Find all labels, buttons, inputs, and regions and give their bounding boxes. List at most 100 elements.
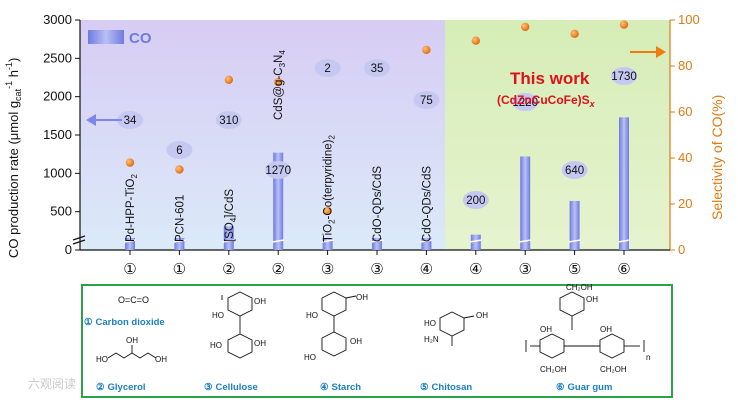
legend: CO [88, 30, 152, 47]
selectivity-point [224, 75, 233, 85]
y2-axis-label: Selectivity of CO(%) [709, 95, 725, 220]
x-tick-label: ① [173, 260, 186, 278]
selectivity-point [570, 29, 579, 38]
y2-tick-label: 80 [678, 58, 692, 73]
y2-tick-label: 20 [678, 196, 692, 211]
x-tick-label: ⑤ [568, 260, 581, 278]
value-label: 35 [371, 63, 384, 75]
svg-text:OH: OH [254, 339, 266, 348]
value-label: 310 [219, 115, 238, 127]
bar-break [420, 239, 433, 243]
value-badge [413, 91, 440, 109]
y-tick-label: 0 [65, 242, 72, 257]
legend-item-cellulose: ③ Cellulose [204, 382, 258, 393]
x-tick-label: ③ [518, 260, 531, 278]
svg-text:OH: OH [476, 311, 488, 320]
svg-text:OH: OH [254, 297, 266, 306]
right-panel-bg [445, 20, 670, 250]
selectivity-point [619, 20, 629, 29]
cellulose-structure [221, 291, 253, 359]
value-label: 34 [124, 115, 137, 127]
legend-item-chitosan: ⑤ Chitosan [420, 382, 472, 393]
right-arrow [630, 46, 666, 58]
value-badge [166, 141, 193, 159]
bar-break [568, 239, 581, 243]
legend-label: CO [129, 30, 152, 47]
bar-category-label: Pd-HPP-TiO2 [125, 174, 139, 242]
value-badge [611, 67, 637, 85]
legend-item-starch: ④ Starch [320, 382, 361, 393]
svg-text:HO: HO [210, 341, 222, 350]
substrate-legend-box: O=C=O ① Carbon dioxide HO OH OH ② Glycerol O… [81, 283, 673, 398]
selectivity-point [521, 22, 530, 32]
bar-break [370, 239, 384, 243]
x-tick-label: ④ [469, 260, 482, 278]
annotation-sub-text: (CdZnCuCoFe)S [497, 93, 590, 107]
selectivity-point [175, 165, 184, 174]
value-badge [364, 59, 390, 77]
svg-text:OH: OH [600, 325, 612, 334]
bar-break [617, 239, 631, 243]
watermark: 六观阅读 [28, 377, 76, 391]
value-label: 1220 [512, 97, 538, 109]
value-label: 1730 [611, 71, 637, 83]
selectivity-point [471, 36, 480, 45]
bar-break [519, 239, 532, 243]
legend-item-carbon-dioxide: ① Carbon dioxide [84, 317, 165, 328]
bar-break [272, 239, 285, 243]
svg-text:HO: HO [304, 353, 316, 362]
x-tick-label: ② [222, 260, 235, 278]
y2-tick-label: 0 [678, 242, 685, 257]
selectivity-point [323, 206, 332, 216]
bars-group [123, 117, 631, 250]
svg-text:HO: HO [212, 311, 224, 320]
x-tick-label: ① [123, 260, 136, 278]
y-axis-label: CO production rate (μmol gcat-1 h-1) [4, 58, 23, 258]
value-badge [265, 161, 292, 179]
x-tick-label: ⑥ [617, 260, 630, 278]
svg-text:HO: HO [306, 311, 318, 320]
legend-item-glycerol: ② Glycerol [96, 382, 146, 393]
x-tick-label: ③ [321, 260, 334, 278]
selectivity-point [274, 77, 283, 87]
svg-text:OH: OH [350, 337, 362, 346]
value-label: 6 [176, 145, 182, 157]
value-badge [561, 161, 588, 179]
y-tick-label: 2000 [43, 89, 72, 104]
bar [125, 238, 135, 250]
value-badge [117, 111, 143, 129]
bar [273, 152, 284, 250]
bar [520, 156, 531, 250]
bar [322, 238, 333, 250]
labels-group: Pd-HPP-TiO2 34 PCN-601 6 [SO4]/CdS 310 CdS@g-C… [117, 50, 637, 242]
bar [569, 200, 580, 250]
svg-text:OH: OH [540, 325, 552, 334]
annotation-sub-x: x [589, 99, 596, 109]
selectivity-point [125, 158, 135, 167]
y-tick-label: 1000 [43, 165, 72, 180]
bar [174, 238, 185, 250]
bar-category-label: CdS@g-C3N4 [273, 50, 287, 120]
y2-tick-label: 100 [678, 12, 700, 27]
bar [223, 226, 234, 250]
svg-text:OH: OH [155, 355, 167, 364]
annotation-title: This work [510, 69, 590, 88]
legend-swatch [88, 30, 124, 44]
value-badge [314, 59, 341, 77]
bar [470, 234, 481, 250]
bar-category-label: PCN-601 [174, 195, 186, 242]
value-badge [215, 111, 242, 129]
bar-category-label: CdO-QDs/CdS [421, 166, 433, 242]
bar-category-label: TiO2-Co(terpyridine)2 [323, 135, 337, 242]
x-tick-label: ③ [370, 260, 383, 278]
starch-structure [321, 291, 357, 357]
bar [421, 238, 432, 250]
x-tick-label: ④ [420, 260, 433, 278]
bar-category-label: [SO4]/CdS [224, 189, 238, 242]
value-label: 200 [466, 195, 485, 207]
co2-formula: O=C=O [118, 295, 149, 305]
y-tick-label: 2500 [43, 50, 72, 65]
svg-text:HO: HO [424, 319, 436, 328]
svg-text:CH₂OH: CH₂OH [540, 365, 567, 374]
